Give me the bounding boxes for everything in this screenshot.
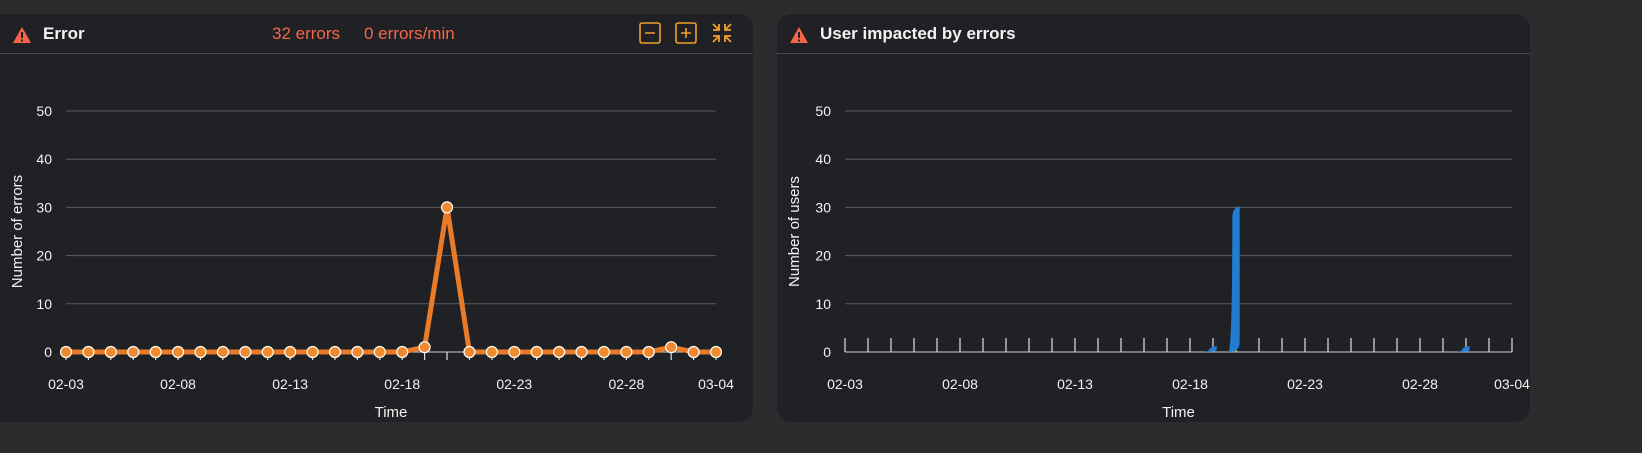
x-tick-label: 02-18 (384, 376, 420, 392)
errors-data-point (82, 345, 95, 359)
errors-data-point (508, 345, 521, 359)
y-axis-title: Number of errors (9, 175, 26, 288)
errors-data-point (418, 341, 431, 354)
y-axis-title: Number of users (786, 176, 803, 287)
errors-data-point (284, 345, 297, 359)
y-tick-label: 10 (815, 296, 831, 312)
users-panel-header: User impacted by errors (777, 14, 1530, 54)
errors-data-point (127, 345, 140, 359)
y-tick-label: 30 (36, 199, 52, 215)
users-panel: User impacted by errors 0 10 20 30 40 50 02-03… (777, 14, 1530, 422)
errors-data-point (239, 345, 252, 359)
users-area-segment (1228, 206, 1240, 352)
errors-data-point (530, 345, 543, 359)
errors-series-line (66, 207, 716, 355)
errors-data-point (104, 345, 117, 359)
error-panel: Error 32 errors 0 errors/min 0 10 20 3 (0, 14, 753, 422)
y-tick-label: 40 (815, 151, 831, 167)
users-area-segment (1205, 346, 1217, 352)
y-tick-label: 20 (36, 248, 52, 264)
warning-icon (13, 27, 31, 43)
errors-data-point (687, 345, 700, 359)
users-area-segment (1458, 346, 1470, 352)
y-tick-label: 50 (36, 103, 52, 119)
x-tick-label: 02-23 (496, 376, 532, 392)
x-tick-label: 02-23 (1287, 376, 1323, 392)
y-tick-label: 0 (44, 344, 52, 360)
y-tick-label: 20 (815, 248, 831, 264)
errors-line-chart: 0 10 20 30 40 50 02-03 02-08 02-13 02-18 02-23 02-2… (9, 103, 734, 421)
x-tick-label: 02-13 (1057, 376, 1093, 392)
errors-data-point (665, 341, 678, 354)
errors-data-point (59, 345, 73, 359)
errors-data-point (261, 345, 274, 359)
errors-data-point (440, 201, 454, 214)
x-tick-label: 02-28 (1402, 376, 1438, 392)
x-axis-title: Time (1162, 404, 1195, 421)
error-rate: 0 errors/min (364, 24, 455, 43)
x-tick-label: 02-18 (1172, 376, 1208, 392)
errors-data-point (485, 345, 498, 359)
users-panel-title: User impacted by errors (820, 24, 1016, 43)
total-errors-count: 32 errors (272, 24, 341, 43)
zoom-out-icon[interactable] (639, 22, 661, 44)
errors-data-point (597, 345, 611, 359)
errors-data-point (575, 345, 588, 359)
x-tick-label: 03-04 (1494, 376, 1530, 392)
x-tick-label: 02-28 (608, 376, 644, 392)
zoom-in-icon[interactable] (675, 22, 697, 44)
x-tick-label: 02-08 (160, 376, 196, 392)
errors-data-point (642, 345, 655, 359)
x-tick-label: 02-03 (827, 376, 863, 392)
errors-data-point (216, 345, 229, 359)
x-tick-label: 02-08 (942, 376, 978, 392)
y-tick-label: 40 (36, 151, 52, 167)
collapse-icon[interactable] (711, 22, 733, 44)
errors-data-point (553, 345, 566, 359)
users-area-chart: 0 10 20 30 40 50 02-03 02-08 02-13 02-18 02-23 02-2… (786, 103, 1530, 421)
errors-data-point (149, 345, 162, 359)
y-tick-label: 50 (815, 103, 831, 119)
errors-data-point (328, 345, 342, 359)
errors-data-point (306, 345, 319, 359)
errors-data-point (373, 345, 386, 359)
y-tick-label: 30 (815, 199, 831, 215)
y-tick-label: 10 (36, 296, 52, 312)
errors-data-point (709, 345, 723, 359)
errors-data-point (351, 345, 364, 359)
errors-data-point (194, 345, 207, 359)
warning-icon (790, 27, 808, 43)
y-tick-label: 0 (823, 344, 831, 360)
errors-data-point (463, 345, 476, 359)
errors-data-point (396, 345, 409, 359)
error-panel-title: Error (43, 24, 85, 43)
errors-data-point (620, 345, 633, 359)
x-tick-label: 02-13 (272, 376, 308, 392)
x-axis-title: Time (375, 404, 408, 421)
errors-data-point (171, 345, 185, 359)
x-tick-label: 03-04 (698, 376, 734, 392)
error-panel-header: Error 32 errors 0 errors/min (0, 14, 753, 54)
x-tick-label: 02-03 (48, 376, 84, 392)
